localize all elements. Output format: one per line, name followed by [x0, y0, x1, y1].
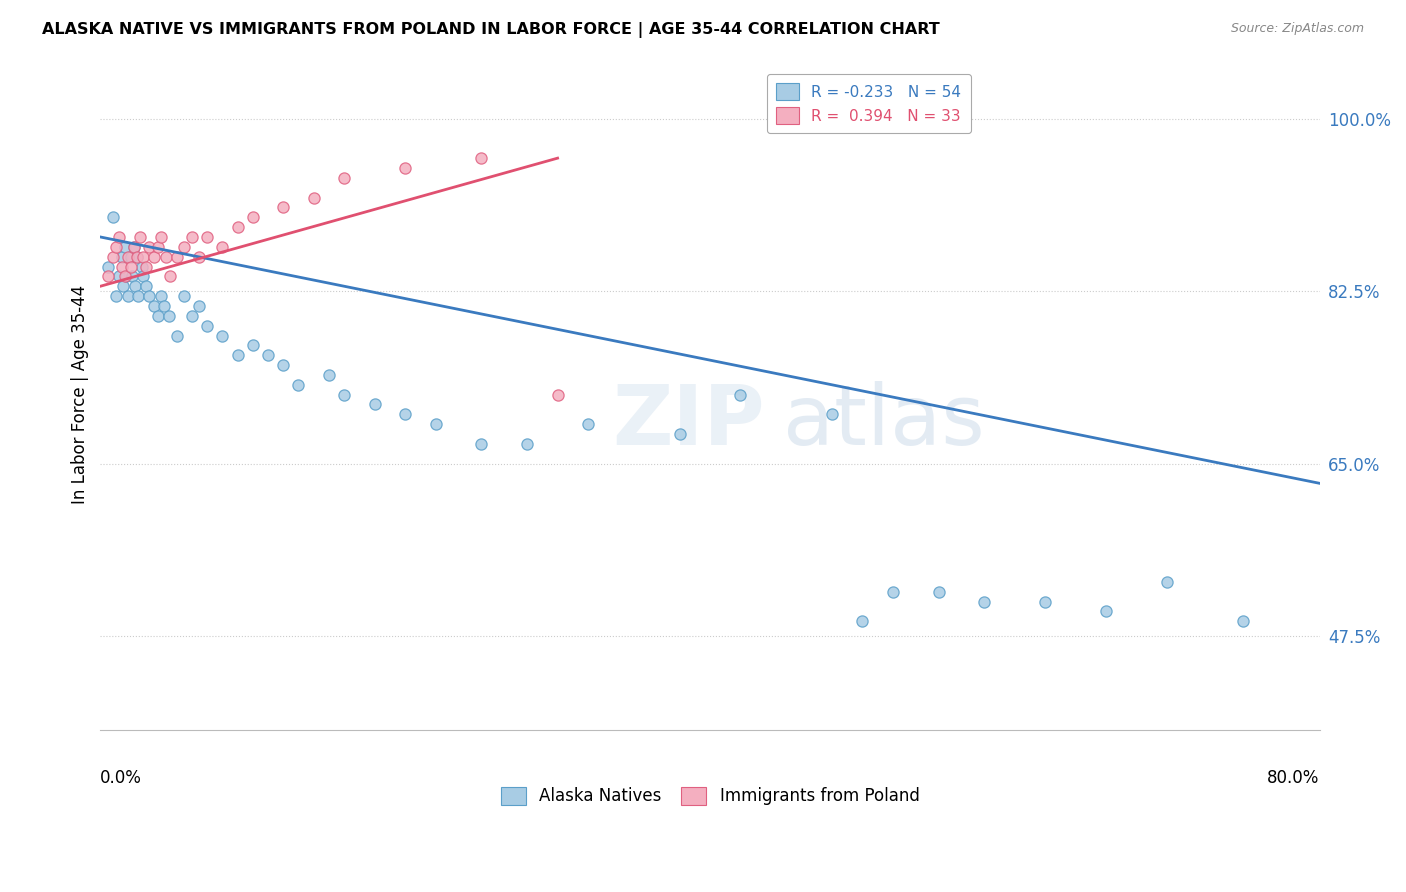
- Point: [668, 427, 690, 442]
- Point: [173, 240, 195, 254]
- Point: [150, 289, 173, 303]
- Point: [111, 260, 134, 274]
- Point: [132, 269, 155, 284]
- Point: [120, 250, 142, 264]
- Point: [425, 417, 447, 432]
- Point: [226, 220, 249, 235]
- Point: [821, 408, 844, 422]
- Point: [124, 279, 146, 293]
- Point: [302, 190, 325, 204]
- Point: [576, 417, 599, 432]
- Text: ALASKA NATIVE VS IMMIGRANTS FROM POLAND IN LABOR FORCE | AGE 35-44 CORRELATION C: ALASKA NATIVE VS IMMIGRANTS FROM POLAND …: [42, 22, 941, 38]
- Point: [131, 260, 153, 274]
- Text: atlas: atlas: [783, 381, 986, 462]
- Point: [1095, 604, 1118, 618]
- Point: [242, 211, 264, 225]
- Point: [107, 269, 129, 284]
- Point: [166, 328, 188, 343]
- Point: [157, 309, 180, 323]
- Point: [107, 230, 129, 244]
- Text: ZIP: ZIP: [613, 381, 765, 462]
- Text: 80.0%: 80.0%: [1267, 769, 1320, 787]
- Point: [142, 250, 165, 264]
- Point: [114, 240, 136, 254]
- Point: [226, 348, 249, 362]
- Point: [928, 584, 950, 599]
- Point: [188, 250, 211, 264]
- Point: [127, 289, 149, 303]
- Point: [318, 368, 340, 382]
- Point: [120, 260, 142, 274]
- Point: [394, 408, 416, 422]
- Point: [470, 437, 492, 451]
- Point: [115, 269, 138, 284]
- Point: [132, 250, 155, 264]
- Point: [333, 170, 356, 185]
- Point: [153, 299, 176, 313]
- Point: [138, 240, 160, 254]
- Point: [148, 240, 170, 254]
- Point: [851, 615, 873, 629]
- Text: Source: ZipAtlas.com: Source: ZipAtlas.com: [1230, 22, 1364, 36]
- Point: [257, 348, 280, 362]
- Point: [470, 151, 492, 165]
- Point: [155, 250, 177, 264]
- Point: [121, 269, 143, 284]
- Point: [242, 338, 264, 352]
- Point: [188, 299, 211, 313]
- Point: [211, 328, 233, 343]
- Point: [394, 161, 416, 175]
- Point: [138, 289, 160, 303]
- Point: [333, 387, 356, 401]
- Point: [125, 250, 148, 264]
- Point: [180, 309, 202, 323]
- Point: [1156, 574, 1178, 589]
- Point: [112, 279, 135, 293]
- Point: [363, 397, 385, 411]
- Point: [117, 289, 139, 303]
- Point: [173, 289, 195, 303]
- Point: [1232, 615, 1254, 629]
- Point: [730, 387, 752, 401]
- Point: [104, 240, 127, 254]
- Point: [135, 279, 157, 293]
- Point: [1033, 594, 1056, 608]
- Point: [148, 309, 170, 323]
- Point: [125, 250, 148, 264]
- Text: 0.0%: 0.0%: [100, 769, 142, 787]
- Point: [114, 269, 136, 284]
- Point: [516, 437, 538, 451]
- Point: [101, 250, 124, 264]
- Point: [271, 358, 294, 372]
- Point: [211, 240, 233, 254]
- Point: [129, 230, 152, 244]
- Point: [882, 584, 904, 599]
- Point: [117, 250, 139, 264]
- Point: [547, 387, 569, 401]
- Point: [195, 318, 218, 333]
- Y-axis label: In Labor Force | Age 35-44: In Labor Force | Age 35-44: [72, 285, 89, 504]
- Point: [159, 269, 181, 284]
- Point: [166, 250, 188, 264]
- Point: [150, 230, 173, 244]
- Point: [271, 201, 294, 215]
- Point: [122, 240, 145, 254]
- Point: [101, 211, 124, 225]
- Point: [97, 260, 120, 274]
- Point: [111, 250, 134, 264]
- Point: [97, 269, 120, 284]
- Point: [180, 230, 202, 244]
- Point: [287, 377, 309, 392]
- Point: [135, 260, 157, 274]
- Point: [142, 299, 165, 313]
- Legend: Alaska Natives, Immigrants from Poland: Alaska Natives, Immigrants from Poland: [492, 778, 928, 814]
- Point: [122, 240, 145, 254]
- Point: [973, 594, 995, 608]
- Point: [104, 289, 127, 303]
- Point: [195, 230, 218, 244]
